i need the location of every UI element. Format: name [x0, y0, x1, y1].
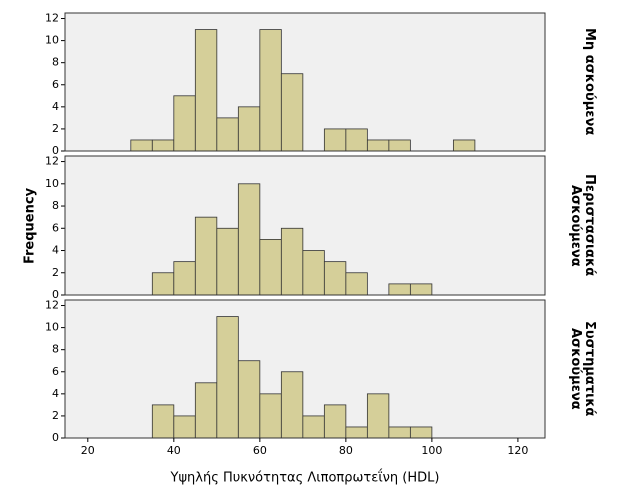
- y-tick-label: 6: [52, 78, 59, 91]
- bar: [216, 227, 239, 296]
- y-tick-label: 2: [52, 409, 59, 422]
- y-tick-label: 12: [45, 155, 59, 168]
- y-tick-label: 10: [45, 177, 59, 190]
- y-tick-label: 6: [52, 221, 59, 234]
- bar: [280, 227, 304, 296]
- y-tick-label: 8: [52, 199, 59, 212]
- x-tick-label: 80: [339, 444, 353, 457]
- y-tick-label: 12: [45, 299, 59, 312]
- bar: [151, 272, 175, 296]
- bar: [216, 316, 239, 439]
- panel-background: [65, 300, 545, 438]
- bar: [302, 415, 325, 439]
- bar: [237, 360, 261, 439]
- y-tick-label: 6: [52, 365, 59, 378]
- panel-label: Συστηματικά Ασκούμενα: [568, 321, 597, 417]
- bar: [302, 250, 325, 296]
- y-tick-label: 4: [52, 100, 59, 113]
- bar: [216, 117, 239, 152]
- bar: [194, 216, 218, 296]
- bar: [151, 404, 175, 439]
- y-tick-label: 0: [52, 144, 59, 157]
- bar: [237, 183, 261, 296]
- y-tick-label: 4: [52, 387, 59, 400]
- x-tick-label: 60: [253, 444, 267, 457]
- x-tick-label: 20: [81, 444, 95, 457]
- y-tick-label: 2: [52, 122, 59, 135]
- x-tick-label: 40: [167, 444, 181, 457]
- bar: [409, 283, 433, 296]
- y-tick-label: 8: [52, 56, 59, 69]
- bar: [366, 139, 390, 152]
- bar: [259, 393, 282, 439]
- y-tick-label: 0: [52, 288, 59, 301]
- bar: [280, 73, 304, 152]
- x-tick-label: 120: [507, 444, 528, 457]
- panel-background: [65, 13, 545, 151]
- bar: [280, 371, 304, 439]
- y-tick-label: 4: [52, 244, 59, 257]
- y-tick-label: 2: [52, 266, 59, 279]
- bar: [366, 393, 390, 439]
- panel-label: Μη ασκούμενα: [582, 28, 597, 136]
- bar: [345, 272, 368, 296]
- y-tick-label: 0: [52, 431, 59, 444]
- x-tick-label: 100: [421, 444, 442, 457]
- bar: [194, 29, 218, 152]
- bar: [151, 139, 175, 152]
- bar: [259, 29, 282, 152]
- y-tick-label: 10: [45, 34, 59, 47]
- bar: [130, 139, 153, 152]
- bar: [323, 128, 347, 152]
- panel-frame: [64, 299, 546, 439]
- bar: [345, 128, 368, 152]
- y-tick-label: 10: [45, 321, 59, 334]
- y-tick-label: 12: [45, 12, 59, 25]
- bar: [173, 95, 196, 152]
- bar: [388, 283, 411, 296]
- bar: [173, 261, 196, 296]
- panel-label: Περιστασιακά Ασκούμενα: [568, 174, 597, 277]
- bar: [388, 139, 411, 152]
- bar: [345, 426, 368, 439]
- x-axis-label: Υψηλής Πυκνότητας Λιποπρωτεΐνη (HDL): [170, 470, 440, 486]
- bar: [194, 382, 218, 439]
- bar: [452, 139, 476, 152]
- y-tick-label: 8: [52, 343, 59, 356]
- bar: [409, 426, 433, 439]
- bar: [173, 415, 196, 439]
- bar: [323, 404, 347, 439]
- bar: [237, 106, 261, 152]
- bar: [323, 261, 347, 296]
- panel-frame: [64, 12, 546, 152]
- bar: [259, 238, 282, 296]
- bar: [388, 426, 411, 439]
- y-axis-label: Frequency: [23, 187, 38, 264]
- panel-frame: [64, 155, 546, 296]
